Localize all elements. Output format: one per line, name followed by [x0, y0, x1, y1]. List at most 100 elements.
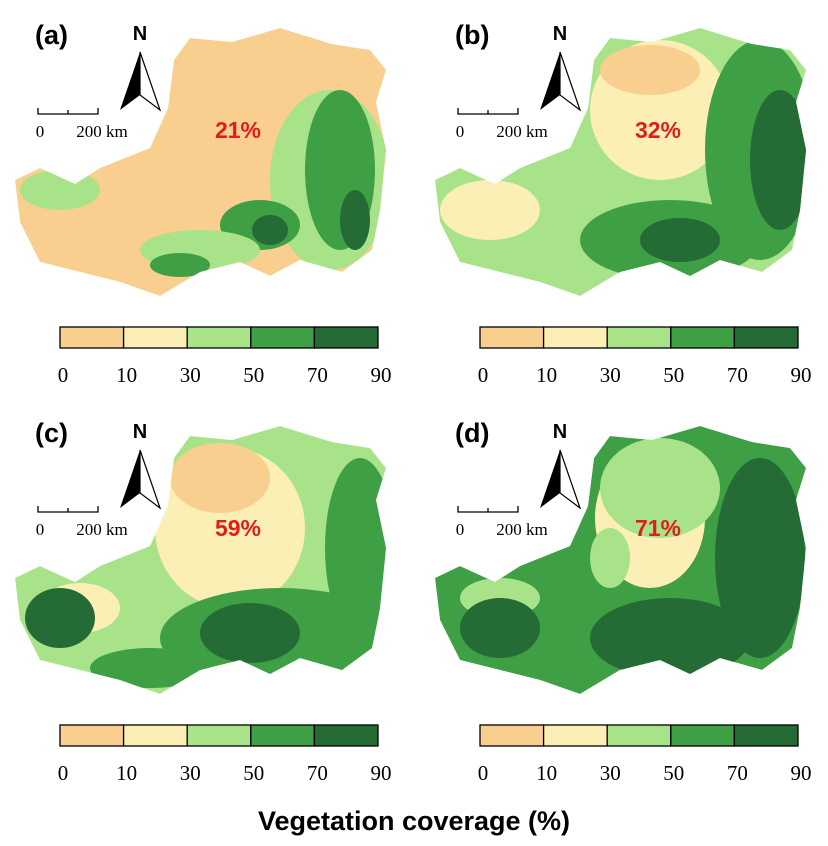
legend-tick-label: 10	[536, 363, 557, 387]
coverage-value: 21%	[215, 117, 261, 143]
legend-tick-label: 10	[536, 761, 557, 785]
scale-bar	[457, 506, 519, 513]
vegetation-patch	[340, 190, 370, 250]
legend-tick-label: 50	[663, 761, 684, 785]
map	[435, 426, 806, 694]
vegetation-patch	[20, 170, 100, 210]
coverage-value: 59%	[215, 515, 261, 541]
legend-tick-label: 70	[307, 761, 328, 785]
panel-label: (c)	[35, 418, 68, 448]
legend-swatch	[122, 724, 188, 747]
map	[15, 426, 386, 694]
north-arrow-left	[120, 450, 140, 508]
vegetation-patch	[590, 528, 630, 588]
legend-tick-label: 30	[600, 363, 621, 387]
legend-swatch	[59, 326, 125, 349]
legend-tick-label: 0	[478, 363, 489, 387]
legend-tick-label: 0	[478, 761, 489, 785]
north-arrow-left	[120, 52, 140, 110]
panel-label: (d)	[455, 418, 489, 448]
legend-tick-label: 30	[600, 761, 621, 785]
vegetation-patch	[600, 438, 720, 538]
scale-start: 0	[456, 122, 465, 141]
scale-bar	[37, 108, 99, 115]
legend-tick-label: 90	[791, 761, 812, 785]
legend-swatch	[313, 326, 379, 349]
legend-tick-label: 70	[307, 363, 328, 387]
legend-tick-label: 50	[663, 363, 684, 387]
legend-tick-label: 0	[58, 363, 69, 387]
panel-label: (b)	[455, 20, 489, 50]
scale-start: 0	[36, 520, 45, 539]
panel-label: (a)	[35, 20, 68, 50]
vegetation-patch	[460, 598, 540, 658]
scale-start: 0	[456, 520, 465, 539]
scale-end: 200 km	[76, 122, 127, 141]
legend-swatch	[606, 326, 672, 349]
legend-tick-label: 30	[180, 761, 201, 785]
coverage-value: 32%	[635, 117, 681, 143]
legend-swatch	[733, 724, 799, 747]
legend-swatch	[59, 724, 125, 747]
legend-tick-label: 90	[791, 363, 812, 387]
panel: (c) 59% N 0 200 km 0 10 30 50 70 90	[15, 418, 392, 785]
north-label: N	[553, 23, 567, 45]
vegetation-patch	[715, 458, 805, 658]
vegetation-patch	[440, 180, 540, 240]
legend-tick-label: 10	[116, 761, 137, 785]
map	[15, 28, 386, 296]
north-arrow-right	[139, 51, 162, 112]
legend-tick-label: 90	[371, 761, 392, 785]
legend-swatch	[479, 326, 545, 349]
scale-bar	[457, 108, 519, 115]
legend-swatch	[186, 724, 252, 747]
legend-swatch	[313, 724, 379, 747]
legend-swatch	[250, 326, 316, 349]
coverage-value: 71%	[635, 515, 681, 541]
vegetation-patch	[252, 215, 288, 245]
legend-swatch	[670, 326, 736, 349]
north-label: N	[553, 421, 567, 443]
scale-end: 200 km	[496, 520, 547, 539]
vegetation-patch	[325, 458, 386, 638]
legend-tick-label: 10	[116, 363, 137, 387]
legend-swatch	[542, 724, 608, 747]
vegetation-patch	[590, 598, 750, 678]
scale-end: 200 km	[496, 122, 547, 141]
vegetation-patch	[150, 253, 210, 277]
legend-tick-label: 70	[727, 761, 748, 785]
scale-start: 0	[36, 122, 45, 141]
legend-swatch	[733, 326, 799, 349]
legend-swatch	[186, 326, 252, 349]
legend-tick-label: 50	[243, 363, 264, 387]
legend-tick-label: 50	[243, 761, 264, 785]
legend-tick-label: 30	[180, 363, 201, 387]
vegetation-patch	[25, 588, 95, 648]
legend-swatch	[250, 724, 316, 747]
panel: (b) 32% N 0 200 km 0 10 30 50 70 90	[435, 20, 812, 387]
legend-swatch	[670, 724, 736, 747]
legend-swatch	[542, 326, 608, 349]
figure-title: Vegetation coverage (%)	[258, 806, 570, 836]
vegetation-patch	[170, 443, 270, 513]
legend-swatch	[122, 326, 188, 349]
legend-swatch	[479, 724, 545, 747]
panel: (d) 71% N 0 200 km 0 10 30 50 70 90	[435, 418, 812, 785]
north-arrow-right	[139, 449, 162, 510]
legend-tick-label: 70	[727, 363, 748, 387]
north-arrow-right	[559, 449, 582, 510]
legend-swatch	[606, 724, 672, 747]
north-arrow-right	[559, 51, 582, 112]
north-label: N	[133, 23, 147, 45]
north-arrow-left	[540, 52, 560, 110]
scale-bar	[37, 506, 99, 513]
legend-tick-label: 0	[58, 761, 69, 785]
scale-end: 200 km	[76, 520, 127, 539]
vegetation-patch	[600, 45, 700, 95]
vegetation-patch	[640, 218, 720, 262]
panel: (a) 21% N 0 200 km 0 10 30 50 70 90	[15, 20, 392, 387]
vegetation-patch	[200, 603, 300, 663]
map	[435, 28, 806, 296]
north-label: N	[133, 421, 147, 443]
